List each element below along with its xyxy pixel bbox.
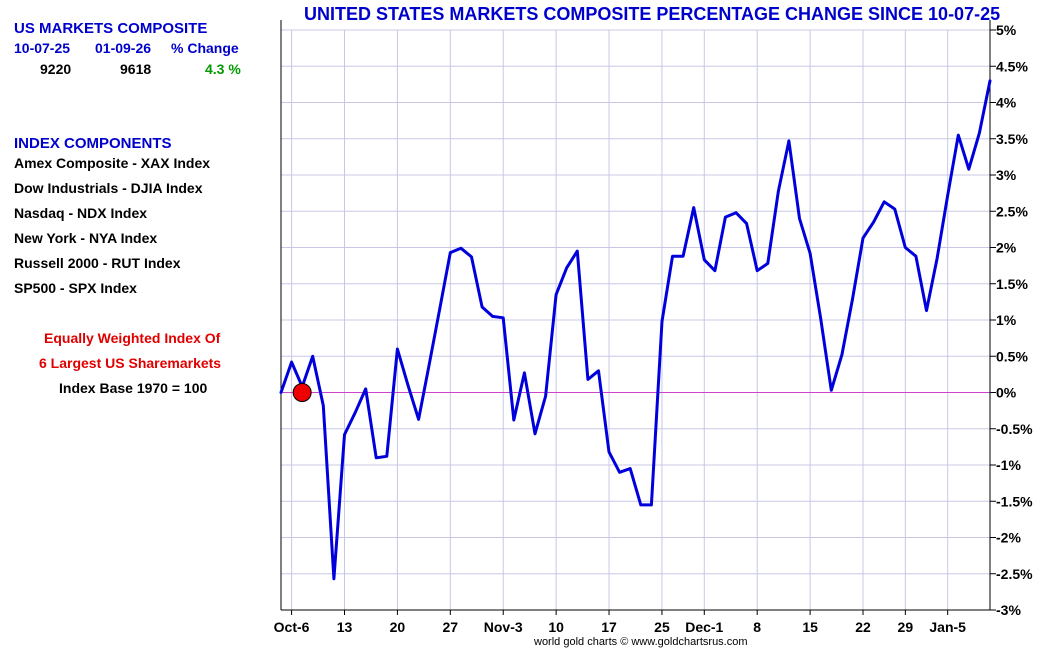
x-tick-label: 27 [443, 619, 459, 635]
component-item: SP500 - SPX Index [14, 280, 137, 296]
info-panel: US MARKETS COMPOSITE 10-07-25 01-09-26 %… [0, 0, 270, 650]
summary-start-value: 9220 [40, 61, 72, 77]
component-item: Nasdaq - NDX Index [14, 205, 148, 221]
x-tick-label: Oct-6 [274, 619, 310, 635]
summary-header-end-date: 01-09-26 [95, 40, 152, 56]
chart-labels: 5% 4.5% 4% 3.5% 3% 2.5% 2% 1.5% 1% 0.5% 0% -0.5% -1%… [274, 22, 1033, 635]
chart-series [279, 79, 992, 581]
component-item: Dow Industrials - DJIA Index [14, 180, 203, 196]
x-tick-label: 13 [337, 619, 353, 635]
x-tick-label: 8 [753, 619, 761, 635]
y-tick-label: 0% [996, 385, 1017, 401]
chart-grid [281, 29, 990, 611]
note-largest-markets: 6 Largest US Sharemarkets [39, 355, 222, 371]
y-tick-label: -1.5% [996, 493, 1033, 509]
x-tick-label: 22 [855, 619, 871, 635]
summary-title: US MARKETS COMPOSITE [14, 20, 208, 37]
y-tick-label: 0.5% [996, 348, 1028, 364]
summary-change-value: 4.3 % [205, 61, 241, 77]
components-title: INDEX COMPONENTS [14, 135, 172, 152]
y-tick-label: -3% [996, 602, 1021, 618]
y-tick-label: -1% [996, 457, 1021, 473]
x-tick-label: 25 [654, 619, 670, 635]
y-tick-label: 2% [996, 240, 1017, 256]
y-tick-label: 5% [996, 22, 1017, 38]
summary-header-change: % Change [171, 40, 239, 56]
start-marker [292, 383, 312, 402]
y-tick-label: 2.5% [996, 203, 1028, 219]
summary-end-value: 9618 [120, 61, 152, 77]
x-tick-label: 15 [802, 619, 818, 635]
chart-axes [280, 20, 996, 615]
series-line [279, 79, 992, 581]
x-tick-label: Dec-1 [685, 619, 723, 635]
component-item: Russell 2000 - RUT Index [14, 255, 181, 271]
note-index-base: Index Base 1970 = 100 [59, 380, 208, 396]
credit-text: world gold charts © www.goldchartsrus.co… [534, 636, 748, 648]
y-tick-label: 4.5% [996, 58, 1028, 74]
x-tick-label: Nov-3 [484, 619, 523, 635]
summary-header-start-date: 10-07-25 [14, 40, 71, 56]
y-tick-label: 3.5% [996, 131, 1028, 147]
x-tick-label: 17 [601, 619, 617, 635]
y-tick-label: 3% [996, 167, 1017, 183]
y-tick-label: -2% [996, 530, 1021, 546]
chart-title: UNITED STATES MARKETS COMPOSITE PERCENTA… [304, 4, 1001, 24]
y-tick-label: 1.5% [996, 276, 1028, 292]
x-tick-label: 20 [390, 619, 406, 635]
y-tick-label: 1% [996, 312, 1017, 328]
x-tick-label: Jan-5 [929, 619, 966, 635]
x-tick-label: 29 [898, 619, 914, 635]
y-tick-label: -2.5% [996, 566, 1033, 582]
component-item: New York - NYA Index [14, 230, 158, 246]
y-tick-label: 4% [996, 95, 1017, 111]
component-item: Amex Composite - XAX Index [14, 155, 211, 171]
note-equally-weighted: Equally Weighted Index Of [44, 330, 221, 346]
y-tick-label: -0.5% [996, 421, 1033, 437]
x-tick-label: 10 [548, 619, 564, 635]
